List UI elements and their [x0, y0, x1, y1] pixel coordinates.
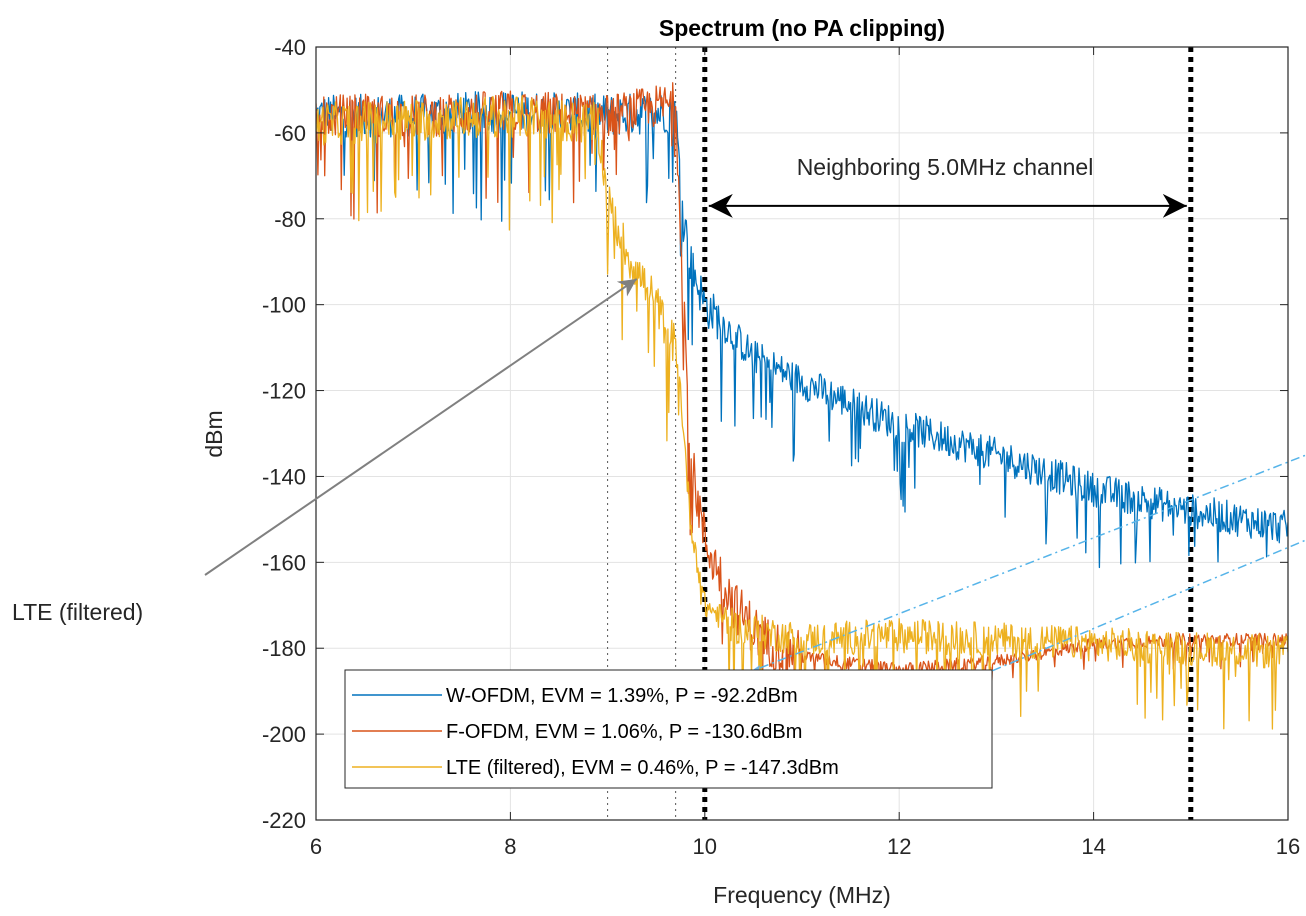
x-tick-label: 10: [693, 834, 717, 859]
channel-label: Neighboring 5.0MHz channel: [797, 154, 1094, 180]
dash-dot-line: [974, 539, 1306, 679]
lte-label: LTE (filtered): [12, 599, 143, 625]
y-axis-label: dBm: [201, 410, 227, 457]
y-axis-ticks: -40 -60 -80 -100 -120 -140 -160 -180 -200 -220: [262, 35, 1288, 833]
y-tick-label: -100: [262, 293, 306, 318]
chart-title: Spectrum (no PA clipping): [659, 15, 945, 41]
x-axis-label: Frequency (MHz): [713, 882, 891, 908]
y-tick-label: -80: [274, 207, 306, 232]
dash-dot-line: [759, 454, 1306, 669]
series-group: [316, 82, 1288, 776]
channel-annotation: Neighboring 5.0MHz channel: [708, 154, 1187, 218]
series-line-1: [316, 91, 1288, 569]
y-tick-label: -200: [262, 722, 306, 747]
legend-entry: F-OFDM, EVM = 1.06%, P = -130.6dBm: [446, 721, 802, 743]
legend-entry: LTE (filtered), EVM = 0.46%, P = -147.3d…: [446, 757, 839, 779]
plot-frame: [315, 46, 1289, 821]
x-tick-label: 6: [310, 834, 322, 859]
y-tick-label: -120: [262, 379, 306, 404]
lte-annotation: LTE (filtered): [12, 278, 638, 625]
x-axis-ticks: 6 8 10 12 14 16: [310, 47, 1300, 859]
y-tick-label: -140: [262, 464, 306, 489]
x-tick-label: 16: [1276, 834, 1300, 859]
legend-box: [344, 669, 993, 789]
series-line-3: [316, 95, 1288, 730]
legend-entry: W-OFDM, EVM = 1.39%, P = -92.2dBm: [446, 685, 798, 707]
y-tick-label: -40: [274, 35, 306, 60]
y-tick-label: -220: [262, 808, 306, 833]
x-tick-label: 12: [887, 834, 911, 859]
x-tick-label: 8: [504, 834, 516, 859]
y-tick-label: -60: [274, 121, 306, 146]
y-tick-label: -180: [262, 636, 306, 661]
y-tick-label: -160: [262, 550, 306, 575]
legend: W-OFDM, EVM = 1.39%, P = -92.2dBm F-OFDM,…: [344, 669, 993, 789]
x-tick-label: 14: [1081, 834, 1105, 859]
lte-arrow: [204, 278, 638, 576]
